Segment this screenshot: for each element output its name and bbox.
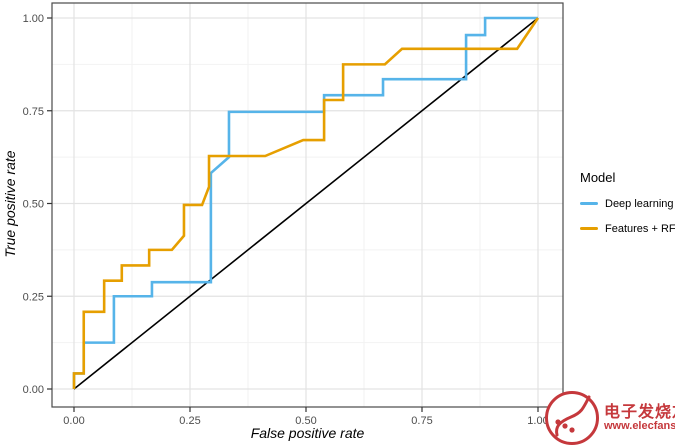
legend-item-deep-learning: Deep learning	[580, 196, 675, 211]
legend-label: Features + RF	[605, 222, 675, 235]
svg-text:0.75: 0.75	[23, 106, 44, 118]
svg-text:0.25: 0.25	[179, 415, 200, 427]
svg-text:0.00: 0.00	[63, 415, 84, 427]
svg-text:0.50: 0.50	[23, 199, 44, 211]
svg-text:1.00: 1.00	[23, 13, 44, 25]
x-axis-title: False positive rate	[250, 425, 365, 441]
legend-line-swatch-orange-icon	[580, 227, 598, 230]
legend-line-swatch-blue-icon	[580, 202, 598, 205]
legend: Model Deep learning Features + RF	[580, 170, 675, 246]
svg-text:0.00: 0.00	[23, 384, 44, 396]
legend-item-features-rf: Features + RF	[580, 221, 675, 236]
svg-text:1.00: 1.00	[527, 415, 548, 427]
legend-label: Deep learning	[605, 197, 674, 210]
svg-text:0.25: 0.25	[23, 291, 44, 303]
legend-title: Model	[580, 170, 616, 185]
y-axis-title: True positive rate	[2, 150, 18, 258]
svg-text:0.50: 0.50	[295, 415, 316, 427]
svg-text:0.75: 0.75	[411, 415, 432, 427]
